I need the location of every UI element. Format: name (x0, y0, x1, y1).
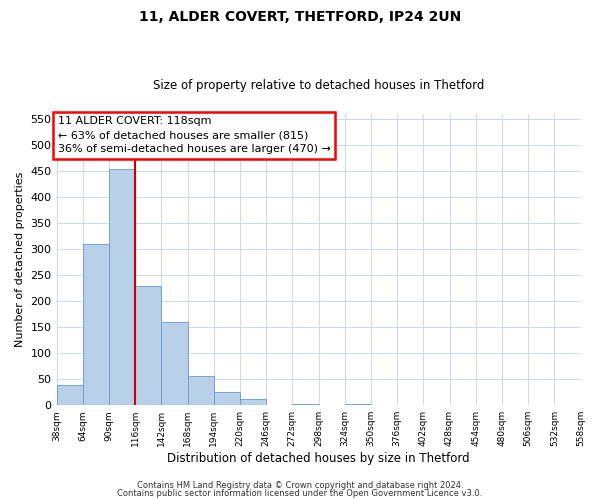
Bar (161, 322, 188, 405)
Bar (292, 404, 319, 405)
X-axis label: Distribution of detached houses by size in Thetford: Distribution of detached houses by size … (167, 452, 470, 465)
Bar (240, 399, 266, 405)
Text: Contains HM Land Registry data © Crown copyright and database right 2024.: Contains HM Land Registry data © Crown c… (137, 481, 463, 490)
Title: Size of property relative to detached houses in Thetford: Size of property relative to detached ho… (153, 79, 484, 92)
Bar (345, 404, 371, 405)
Text: Contains public sector information licensed under the Open Government Licence v3: Contains public sector information licen… (118, 488, 482, 498)
Bar (188, 376, 214, 405)
Bar (109, 168, 135, 405)
Y-axis label: Number of detached properties: Number of detached properties (15, 172, 25, 348)
Bar (56, 386, 83, 405)
Text: 11, ALDER COVERT, THETFORD, IP24 2UN: 11, ALDER COVERT, THETFORD, IP24 2UN (139, 10, 461, 24)
Bar (135, 286, 161, 405)
Text: 11 ALDER COVERT: 118sqm
← 63% of detached houses are smaller (815)
36% of semi-d: 11 ALDER COVERT: 118sqm ← 63% of detache… (58, 116, 331, 154)
Bar (554, 404, 580, 405)
Bar (83, 244, 109, 405)
Bar (214, 392, 240, 405)
